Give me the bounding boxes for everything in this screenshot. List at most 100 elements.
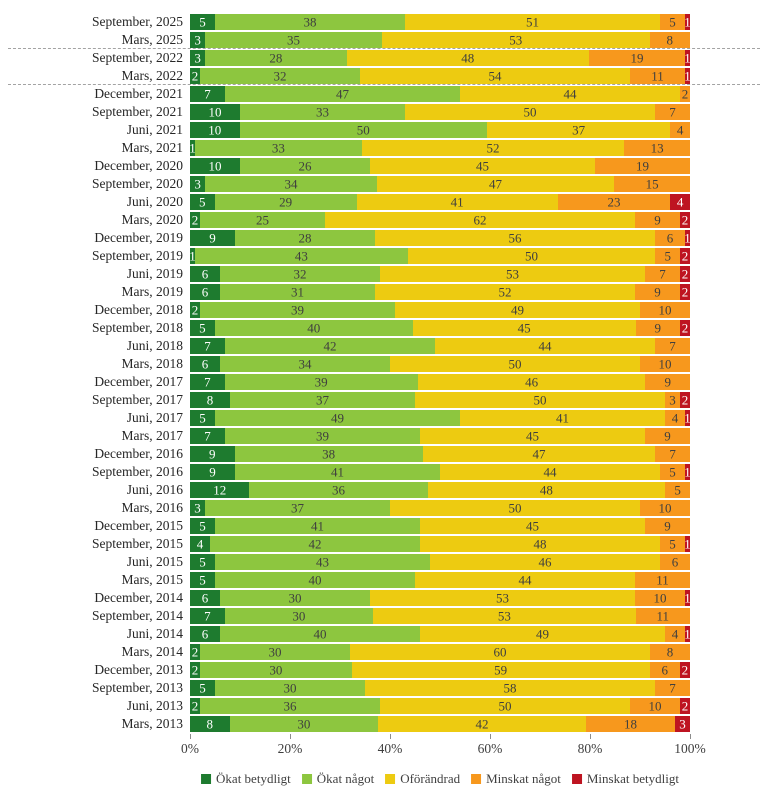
bar-segment: 5 — [660, 14, 685, 30]
bar-segment: 5 — [660, 536, 685, 552]
segment-value: 10 — [208, 104, 222, 120]
segment-value: 39 — [316, 428, 329, 444]
bar-segment: 49 — [420, 626, 665, 642]
chart-row: December, 2018 2 39 49 10 — [0, 301, 767, 319]
segment-value: 3 — [679, 716, 686, 732]
segment-value: 52 — [498, 284, 512, 300]
stacked-bar: 5 29 41 23 4 — [190, 194, 690, 210]
row-label: September, 2018 — [92, 320, 183, 335]
stacked-bar: 7 47 44 2 — [190, 86, 690, 102]
row-label: Juni, 2017 — [126, 410, 183, 425]
chart-row: Juni, 2013 2 36 50 10 2 — [0, 697, 767, 715]
segment-value: 18 — [624, 716, 638, 732]
row-label: September, 2019 — [92, 248, 183, 263]
stacked-bar: 5 30 58 7 — [190, 680, 690, 696]
bar-segment: 7 — [655, 104, 690, 120]
bar-segment: 30 — [200, 644, 350, 660]
legend-item: Minskat något — [471, 771, 561, 787]
segment-value: 51 — [526, 14, 539, 30]
bar-segment: 50 — [405, 104, 655, 120]
segment-value: 30 — [297, 716, 311, 732]
chart-row: December, 2014 6 30 53 10 1 — [0, 589, 767, 607]
stacked-bar: 7 39 46 9 — [190, 374, 690, 390]
segment-value: 54 — [488, 68, 502, 84]
segment-value: 40 — [307, 320, 321, 336]
bar-segment: 53 — [381, 32, 650, 48]
bar-segment: 48 — [427, 482, 666, 498]
stacked-bar: 8 30 42 18 3 — [190, 716, 690, 732]
bar-segment: 15 — [614, 176, 690, 192]
segment-value: 7 — [669, 104, 676, 120]
bar-segment: 29 — [214, 194, 357, 210]
segment-value: 5 — [199, 680, 206, 696]
segment-value: 41 — [450, 194, 464, 210]
segment-value: 9 — [664, 428, 671, 444]
bar-segment: 54 — [360, 68, 630, 84]
chart-row: September, 2025 5 38 51 5 1 — [0, 13, 767, 31]
segment-value: 10 — [653, 590, 667, 606]
bar-segment: 41 — [460, 410, 665, 426]
stacked-bar: 2 36 50 10 2 — [190, 698, 690, 714]
bar-segment: 6 — [190, 356, 220, 372]
stacked-bar: 7 42 44 7 — [190, 338, 690, 354]
segment-value: 5 — [664, 248, 671, 264]
segment-value: 28 — [269, 50, 283, 66]
segment-value: 7 — [669, 446, 676, 462]
segment-value: 23 — [607, 194, 621, 210]
axis-tick-label: 80% — [577, 741, 603, 756]
segment-value: 5 — [199, 572, 206, 588]
segment-value: 11 — [656, 608, 669, 624]
bar-segment: 30 — [215, 680, 365, 696]
segment-value: 45 — [476, 158, 489, 174]
segment-value: 44 — [543, 464, 557, 480]
bar-segment: 1 — [684, 50, 691, 66]
legend-item: Ökat något — [301, 771, 374, 787]
row-label: Juni, 2020 — [126, 194, 183, 209]
segment-value: 3 — [669, 392, 676, 408]
stacked-bar: 6 34 50 10 — [190, 356, 690, 372]
stacked-bar: 3 37 50 10 — [190, 500, 690, 516]
stacked-bar: 7 30 53 11 — [190, 608, 690, 624]
segment-value: 5 — [199, 194, 206, 210]
stacked-bar: 7 39 45 9 — [190, 428, 690, 444]
segment-value: 26 — [298, 158, 312, 174]
stacked-bar: 2 30 59 6 2 — [190, 662, 690, 678]
bar-segment: 50 — [415, 392, 665, 408]
bar-segment: 2 — [680, 320, 690, 336]
chart-row: September, 2014 7 30 53 11 — [0, 607, 767, 625]
bar-segment: 6 — [190, 626, 220, 642]
bar-segment: 6 — [655, 230, 685, 246]
segment-value: 46 — [538, 554, 552, 570]
segment-value: 11 — [656, 572, 669, 588]
segment-value: 2 — [681, 698, 689, 714]
bar-segment: 1 — [189, 248, 196, 264]
bar-segment: 36 — [200, 698, 380, 714]
segment-value: 1 — [684, 50, 691, 66]
bar-segment: 2 — [680, 392, 690, 408]
bar-segment: 2 — [680, 266, 690, 282]
bar-segment: 1 — [684, 230, 691, 246]
segment-value: 50 — [525, 248, 539, 264]
segment-value: 10 — [658, 500, 672, 516]
bar-segment: 47 — [422, 446, 656, 462]
segment-value: 1 — [189, 248, 196, 264]
segment-value: 10 — [658, 356, 672, 372]
segment-value: 8 — [206, 716, 214, 732]
segment-value: 1 — [684, 410, 691, 426]
segment-value: 2 — [681, 212, 689, 228]
bar-segment: 28 — [205, 50, 347, 66]
row-label: Mars, 2021 — [121, 140, 184, 155]
segment-value: 2 — [191, 212, 199, 228]
bar-segment: 49 — [395, 302, 640, 318]
bar-segment: 5 — [660, 464, 685, 480]
bar-segment: 38 — [234, 446, 423, 462]
bar-segment: 34 — [220, 356, 390, 372]
bar-segment: 36 — [249, 482, 428, 498]
stacked-bar: 2 39 49 10 — [190, 302, 690, 318]
row-label: December, 2020 — [94, 158, 183, 173]
segment-value: 9 — [654, 212, 661, 228]
row-label: September, 2025 — [92, 14, 183, 29]
legend-swatch-icon — [471, 774, 482, 784]
segment-value: 39 — [291, 302, 304, 318]
